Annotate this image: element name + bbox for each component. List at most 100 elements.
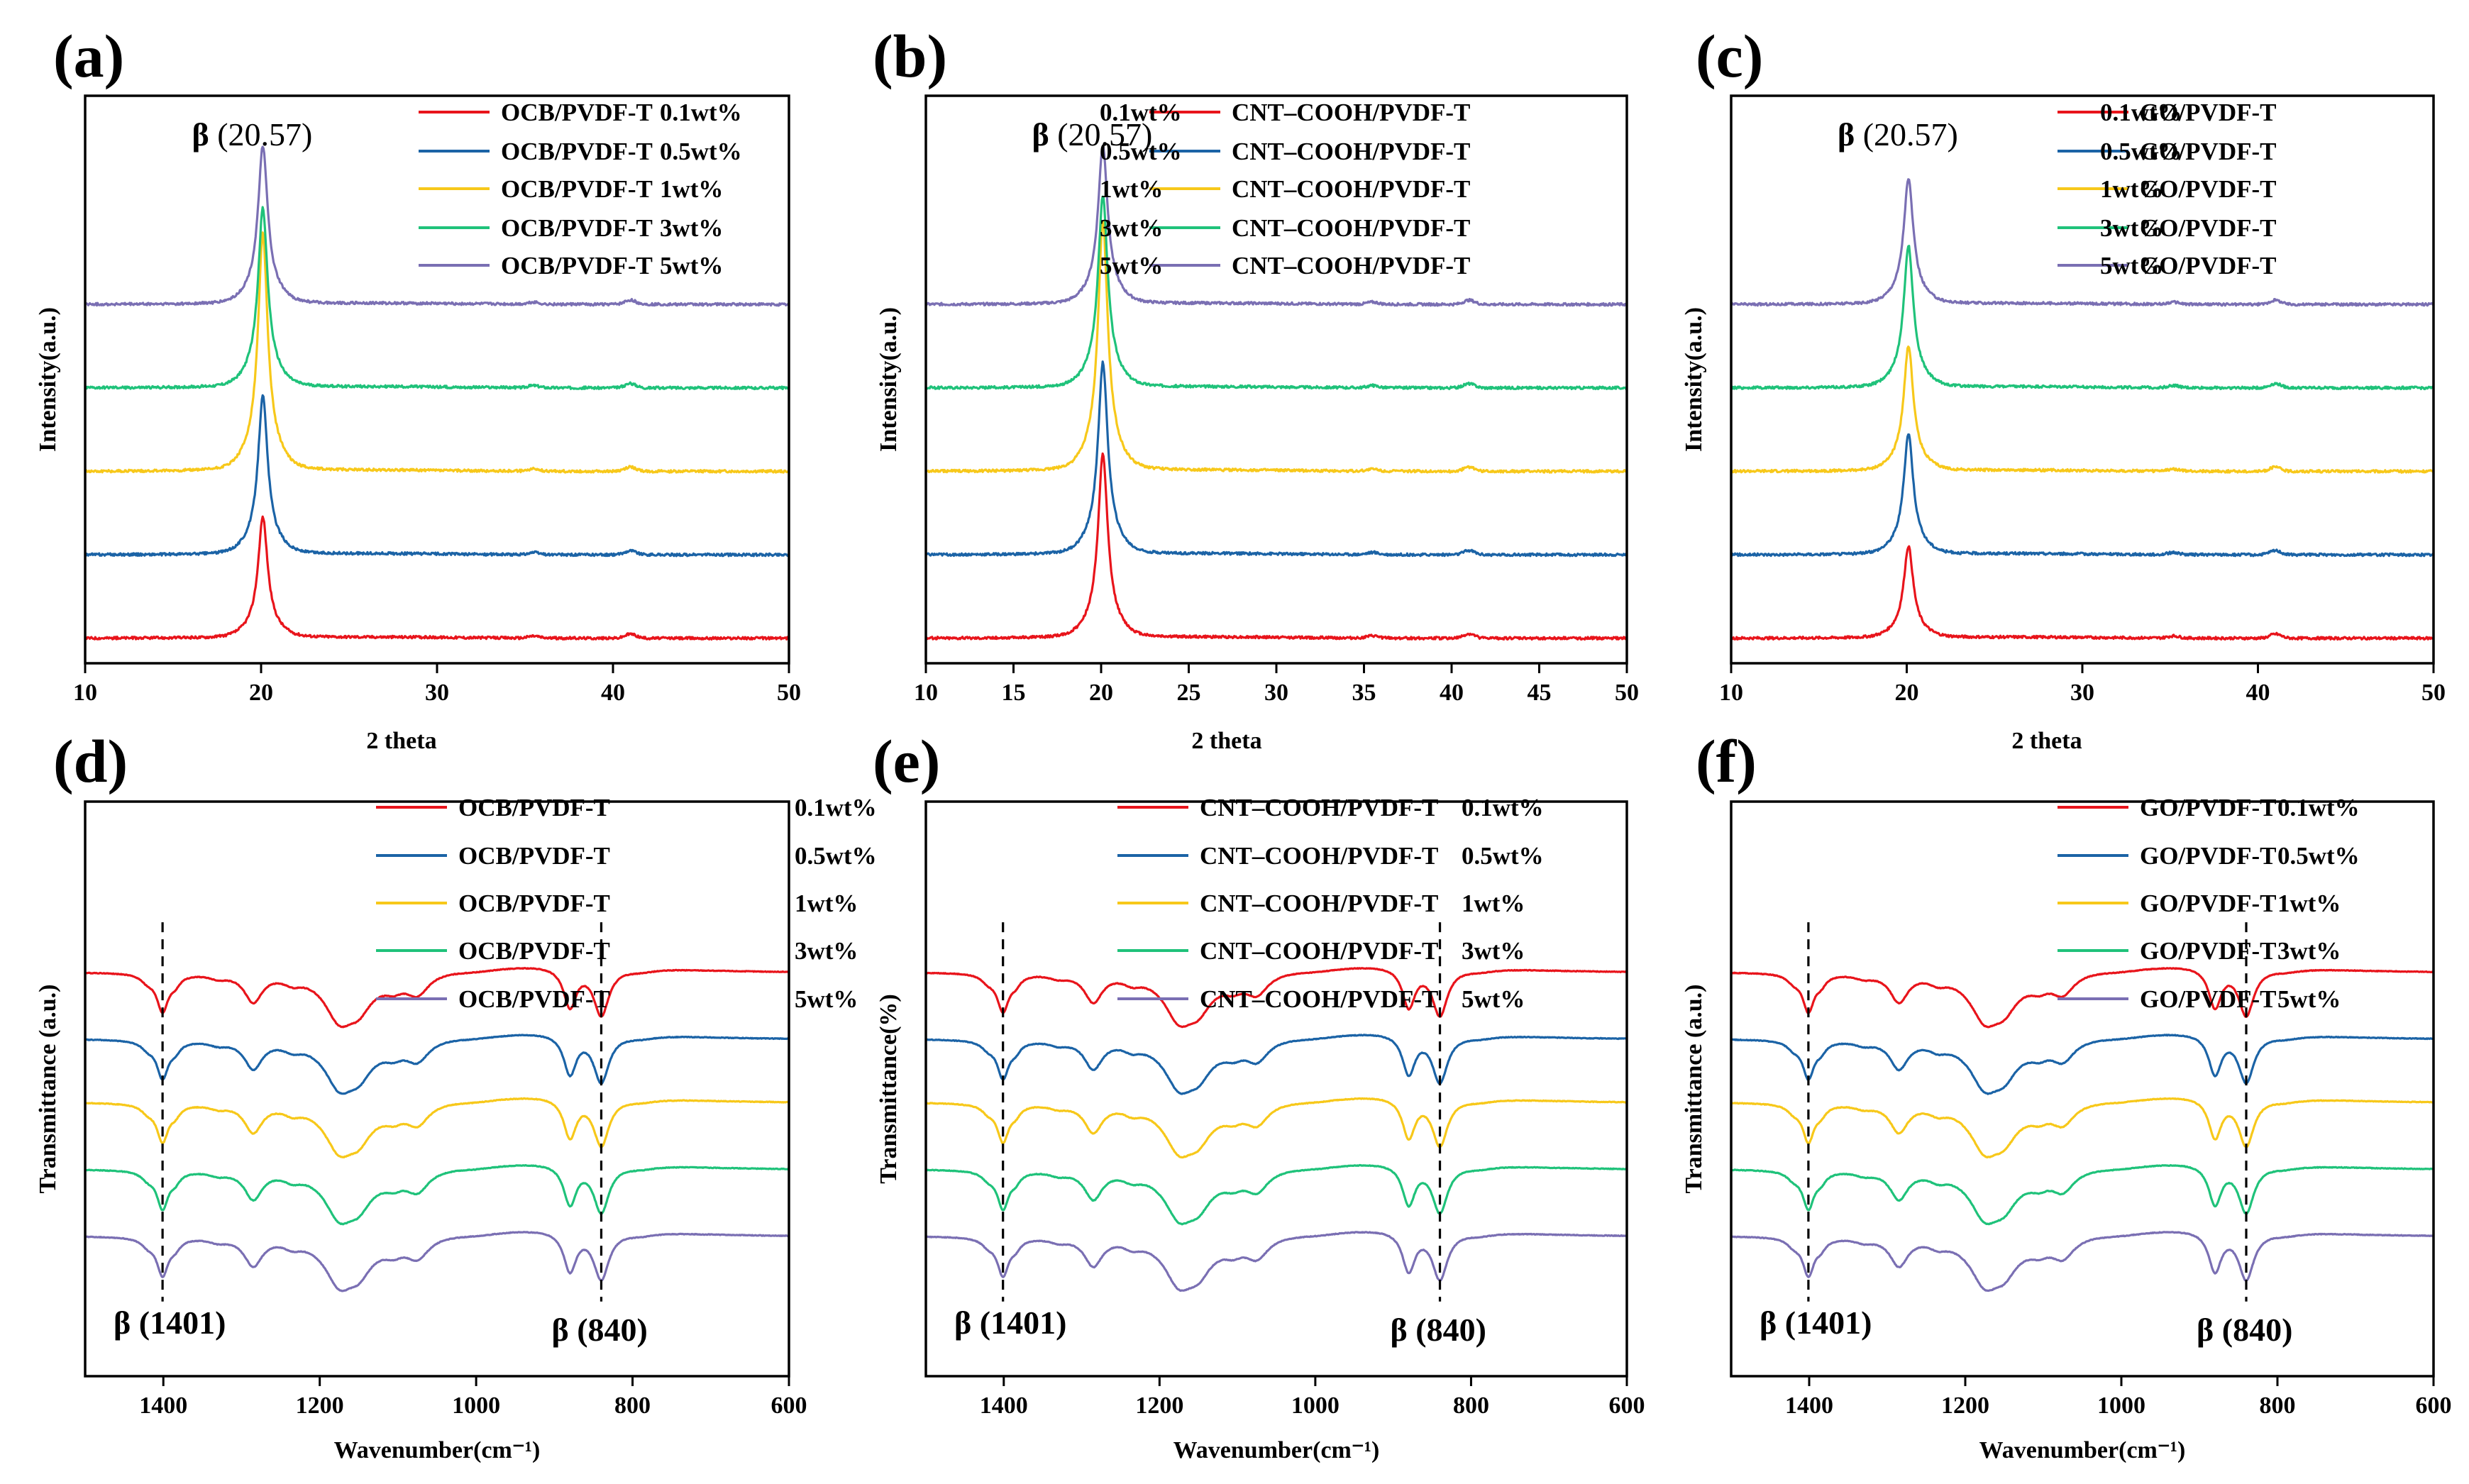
marker-label-1401-symbol: β bbox=[1760, 1305, 1777, 1341]
legend-amount-3: 1wt% bbox=[1462, 890, 1525, 917]
series-line-3 bbox=[1730, 1097, 2434, 1159]
panel-label: (f) bbox=[1696, 727, 1757, 795]
x-tick-label-20: 20 bbox=[1895, 680, 1919, 706]
panel-b: β (20.57) 10 15 20 25 30 35 40 45 50 2 theta Intens… bbox=[873, 22, 1639, 754]
legend-amount-5: 5wt% bbox=[2100, 252, 2163, 279]
series-line-5 bbox=[925, 145, 1628, 307]
marker-label-840: β (840) bbox=[551, 1312, 647, 1348]
legend-amount-3: 1wt% bbox=[795, 890, 858, 917]
legend-name-1: GO/PVDF-T bbox=[2140, 99, 2276, 126]
legend-name-2: CNT–COOH/PVDF-T bbox=[1200, 842, 1438, 870]
x-tick-label-1000: 1000 bbox=[1291, 1392, 1340, 1419]
legend-amount-2: 0.5wt% bbox=[2100, 138, 2182, 165]
legend-amount-5: 5wt% bbox=[660, 252, 723, 279]
peak-annotation: β (20.57) bbox=[1032, 116, 1152, 153]
marker-label-840-value: (840) bbox=[2214, 1312, 2292, 1348]
series-line-1 bbox=[1730, 967, 2434, 1029]
panel-label: (b) bbox=[873, 22, 947, 90]
x-tick-label-40: 40 bbox=[1440, 680, 1464, 706]
legend-amount-2: 0.5wt% bbox=[795, 842, 877, 870]
marker-label-840-symbol: β bbox=[551, 1312, 568, 1348]
legend-name-5: CNT–COOH/PVDF-T bbox=[1200, 985, 1438, 1013]
marker-label-1401-symbol: β bbox=[114, 1305, 131, 1341]
legend-name-3: OCB/PVDF-T bbox=[458, 890, 610, 917]
x-axis-title: Wavenumber(cm⁻¹) bbox=[334, 1437, 541, 1463]
legend-amount-2: 0.5wt% bbox=[2277, 842, 2360, 870]
x-tick-label-30: 30 bbox=[425, 680, 449, 706]
x-tick-label-20: 20 bbox=[249, 680, 273, 706]
legend-amount-4: 3wt% bbox=[660, 214, 723, 242]
x-tick-label-800: 800 bbox=[614, 1392, 651, 1419]
x-tick-label-800: 800 bbox=[1453, 1392, 1489, 1419]
series-line-1 bbox=[84, 515, 790, 641]
series-line-2 bbox=[1730, 433, 2434, 558]
legend-amount-2: 0.5wt% bbox=[1462, 842, 1544, 870]
y-axis-title: Transmittance (a.u.) bbox=[35, 985, 61, 1194]
x-tick-label-40: 40 bbox=[601, 680, 625, 706]
legend-name-2: GO/PVDF-T bbox=[2140, 138, 2276, 165]
legend-amount-3: 1wt% bbox=[2100, 175, 2163, 203]
legend-name-4: GO/PVDF-T bbox=[2140, 214, 2276, 242]
x-tick-label-800: 800 bbox=[2260, 1392, 2296, 1419]
marker-label-1401: β (1401) bbox=[114, 1305, 226, 1341]
panel-f: β (1401) β (840)1400 1200 1000 800 600Wavenum… bbox=[1681, 727, 2452, 1463]
peak-annotation-value: (20.57) bbox=[209, 116, 313, 153]
marker-label-1401: β (1401) bbox=[1760, 1305, 1872, 1341]
marker-label-840: β (840) bbox=[2197, 1312, 2292, 1348]
marker-label-840-symbol: β bbox=[1391, 1312, 1408, 1348]
x-axis-title: Wavenumber(cm⁻¹) bbox=[1173, 1437, 1380, 1463]
series-line-5 bbox=[925, 1231, 1628, 1292]
panel-label: (d) bbox=[53, 727, 128, 795]
series-line-3 bbox=[84, 231, 790, 474]
legend-amount-1: 0.1wt% bbox=[1100, 99, 1182, 126]
legend-name-3: GO/PVDF-T bbox=[2140, 175, 2276, 203]
peak-annotation-value: (20.57) bbox=[1855, 116, 1958, 153]
legend-name-1: CNT–COOH/PVDF-T bbox=[1232, 99, 1470, 126]
legend-name-5: CNT–COOH/PVDF-T bbox=[1232, 252, 1470, 279]
x-tick-label-1200: 1200 bbox=[1941, 1392, 1989, 1419]
marker-label-1401-value: (1401) bbox=[1777, 1305, 1872, 1341]
legend-amount-2: 0.5wt% bbox=[1100, 138, 1182, 165]
series-line-2 bbox=[84, 1034, 790, 1095]
legend-amount-1: 0.1wt% bbox=[2100, 99, 2182, 126]
marker-label-1401: β (1401) bbox=[954, 1305, 1066, 1341]
legend-amount-1: 0.1wt% bbox=[1462, 794, 1544, 821]
y-axis-title: Intensity(a.u.) bbox=[1681, 307, 1707, 452]
marker-label-840-symbol: β bbox=[2197, 1312, 2214, 1348]
series-line-4 bbox=[924, 195, 1628, 391]
x-tick-label-30: 30 bbox=[2070, 680, 2094, 706]
x-tick-label-1400: 1400 bbox=[139, 1392, 187, 1419]
legend: OCB/PVDF-T 0.1wt% OCB/PVDF-T 0.5wt% OCB/PVDF… bbox=[419, 99, 742, 279]
marker-label-840-value: (840) bbox=[569, 1312, 648, 1348]
legend-amount-4: 3wt% bbox=[795, 937, 858, 965]
x-tick-label-10: 10 bbox=[73, 680, 97, 706]
legend-amount-3: 1wt% bbox=[1100, 175, 1163, 203]
legend-name-3: CNT–COOH/PVDF-T bbox=[1232, 175, 1470, 203]
x-axis-title: 2 theta bbox=[1191, 728, 1261, 754]
legend-amount-4: 3wt% bbox=[2277, 937, 2341, 965]
series-line-5 bbox=[1730, 1231, 2434, 1292]
legend-name-4: CNT–COOH/PVDF-T bbox=[1232, 214, 1470, 242]
marker-label-1401-symbol: β bbox=[954, 1305, 971, 1341]
series-line-3 bbox=[925, 1097, 1628, 1159]
legend-amount-4: 3wt% bbox=[1100, 214, 1163, 242]
legend-name-4: GO/PVDF-T bbox=[2140, 937, 2276, 965]
legend-amount-1: 0.1wt% bbox=[795, 794, 877, 821]
legend-amount-5: 5wt% bbox=[795, 985, 858, 1013]
legend: OCB/PVDF-T 0.1wt% OCB/PVDF-T 0.5wt% OCB/PVDF… bbox=[376, 794, 877, 1013]
legend-amount-1: 0.1wt% bbox=[660, 99, 742, 126]
x-axis-title: Wavenumber(cm⁻¹) bbox=[1979, 1437, 2186, 1463]
legend-name-3: GO/PVDF-T bbox=[2140, 890, 2276, 917]
legend-name-4: OCB/PVDF-T bbox=[501, 214, 653, 242]
marker-label-840-value: (840) bbox=[1408, 1312, 1486, 1348]
series-line-3 bbox=[924, 221, 1628, 474]
x-tick-label-10: 10 bbox=[1719, 680, 1743, 706]
legend: GO/PVDF-T0.1wt%GO/PVDF-T0.5wt%GO/PVDF-T1… bbox=[2058, 99, 2276, 279]
legend-amount-4: 3wt% bbox=[2100, 214, 2163, 242]
legend-name-2: OCB/PVDF-T bbox=[501, 138, 653, 165]
legend-name-2: CNT–COOH/PVDF-T bbox=[1232, 138, 1470, 165]
x-tick-label-600: 600 bbox=[1609, 1392, 1645, 1419]
x-tick-label-45: 45 bbox=[1528, 680, 1552, 706]
panel-e: β (1401) β (840)1400 1200 1000 800 600Wavenum… bbox=[873, 727, 1645, 1463]
